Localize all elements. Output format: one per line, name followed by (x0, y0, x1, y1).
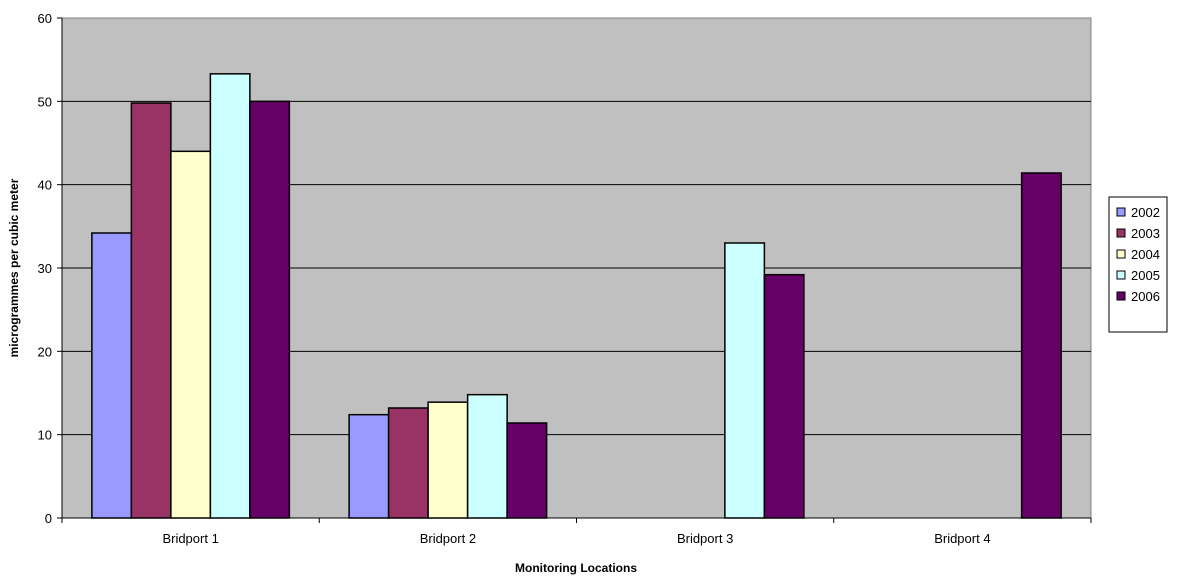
bar-2003-bridport-1 (131, 103, 171, 518)
x-tick-label: Bridport 3 (677, 531, 733, 546)
y-tick-label: 60 (38, 11, 52, 26)
bar-2005-bridport-3 (725, 243, 765, 518)
bar-2006-bridport-2 (507, 423, 547, 518)
legend: 2002 2003 2004 2005 2006 (1109, 197, 1167, 332)
legend-swatch (1117, 292, 1125, 300)
bar-2002-bridport-1 (92, 233, 132, 518)
y-tick-label: 0 (45, 511, 52, 526)
legend-swatch (1117, 250, 1125, 258)
x-tick-label: Bridport 2 (420, 531, 476, 546)
legend-label: 2002 (1131, 205, 1160, 220)
x-tick-label: Bridport 1 (162, 531, 218, 546)
y-tick-label: 30 (38, 261, 52, 276)
legend-swatch (1117, 229, 1125, 237)
x-tick-labels: Bridport 1 Bridport 2 Bridport 3 Bridport 4 (162, 531, 990, 546)
bar-2004-bridport-1 (171, 151, 211, 518)
bar-2003-bridport-2 (389, 408, 429, 518)
y-tick-label: 40 (38, 178, 52, 193)
legend-label: 2004 (1131, 247, 1160, 262)
y-axis-title: microgrammes per cubic meter (7, 178, 21, 357)
bar-2006-bridport-3 (764, 275, 804, 518)
bar-2002-bridport-2 (349, 415, 389, 518)
legend-label: 2005 (1131, 268, 1160, 283)
bar-2005-bridport-1 (210, 74, 250, 518)
bar-2006-bridport-4 (1022, 173, 1062, 518)
y-tick-label: 20 (38, 344, 52, 359)
legend-label: 2003 (1131, 226, 1160, 241)
x-axis-title: Monitoring Locations (515, 561, 637, 575)
legend-swatch (1117, 208, 1125, 216)
y-tick-labels: 0 10 20 30 40 50 60 (38, 11, 52, 526)
bar-2006-bridport-1 (250, 101, 290, 518)
y-tick-label: 50 (38, 94, 52, 109)
bar-2005-bridport-2 (468, 395, 508, 518)
y-tick-label: 10 (38, 428, 52, 443)
legend-label: 2006 (1131, 289, 1160, 304)
x-tick-label: Bridport 4 (934, 531, 990, 546)
legend-swatch (1117, 271, 1125, 279)
bar-2004-bridport-2 (428, 402, 468, 518)
